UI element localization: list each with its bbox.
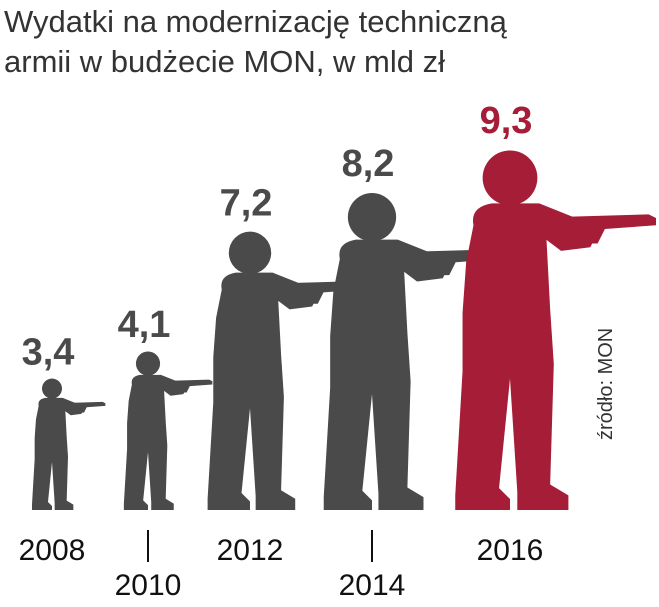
value-label: 9,3 <box>480 100 533 142</box>
soldier-body <box>31 397 85 510</box>
soldier-body <box>123 374 187 510</box>
soldier-head <box>347 192 397 242</box>
soldier <box>455 150 656 510</box>
soldier-head <box>228 231 272 275</box>
soldier-rifle <box>524 214 656 244</box>
value-label: 7,2 <box>220 182 273 224</box>
soldier <box>123 351 213 510</box>
soldier-head <box>135 351 161 376</box>
chart-title: Wydatki na modernizację techniczną armii … <box>4 4 508 79</box>
x-tick-label: 2010 <box>115 569 182 602</box>
soldier-head <box>482 150 538 206</box>
value-label: 4,1 <box>118 304 171 346</box>
x-tick-label: 2014 <box>339 569 406 602</box>
value-label: 3,4 <box>22 332 75 374</box>
soldier-body <box>323 239 450 510</box>
soldier-head <box>41 378 63 399</box>
soldier-rifle <box>57 401 106 413</box>
value-label: 8,2 <box>342 143 395 185</box>
source: źródło: MON <box>595 328 617 440</box>
x-tick-label: 2016 <box>477 534 544 567</box>
x-tick-label: 2012 <box>217 534 284 567</box>
soldier-rifle <box>154 379 213 393</box>
soldier-body <box>207 272 318 511</box>
soldier <box>31 378 106 510</box>
soldier-body <box>455 203 598 510</box>
x-tick-label: 2008 <box>19 534 86 567</box>
